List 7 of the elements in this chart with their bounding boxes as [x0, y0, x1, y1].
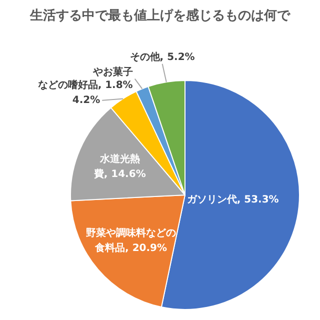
chart-title: 生活する中で最も値上げを感じるものは何で [29, 7, 291, 24]
slice-label: やお菓子などの嗜好品, 1.8% [38, 66, 133, 91]
data-label: 4.2% [72, 94, 100, 106]
slice-label: その他, 5.2% [130, 50, 195, 63]
slice-label: 水道光熱費, 14.6% [92, 152, 146, 180]
slice-label: ガソリン代, 53.3% [186, 194, 279, 206]
slice-label: 野菜や調味料などの食料品, 20.9% [86, 227, 176, 254]
